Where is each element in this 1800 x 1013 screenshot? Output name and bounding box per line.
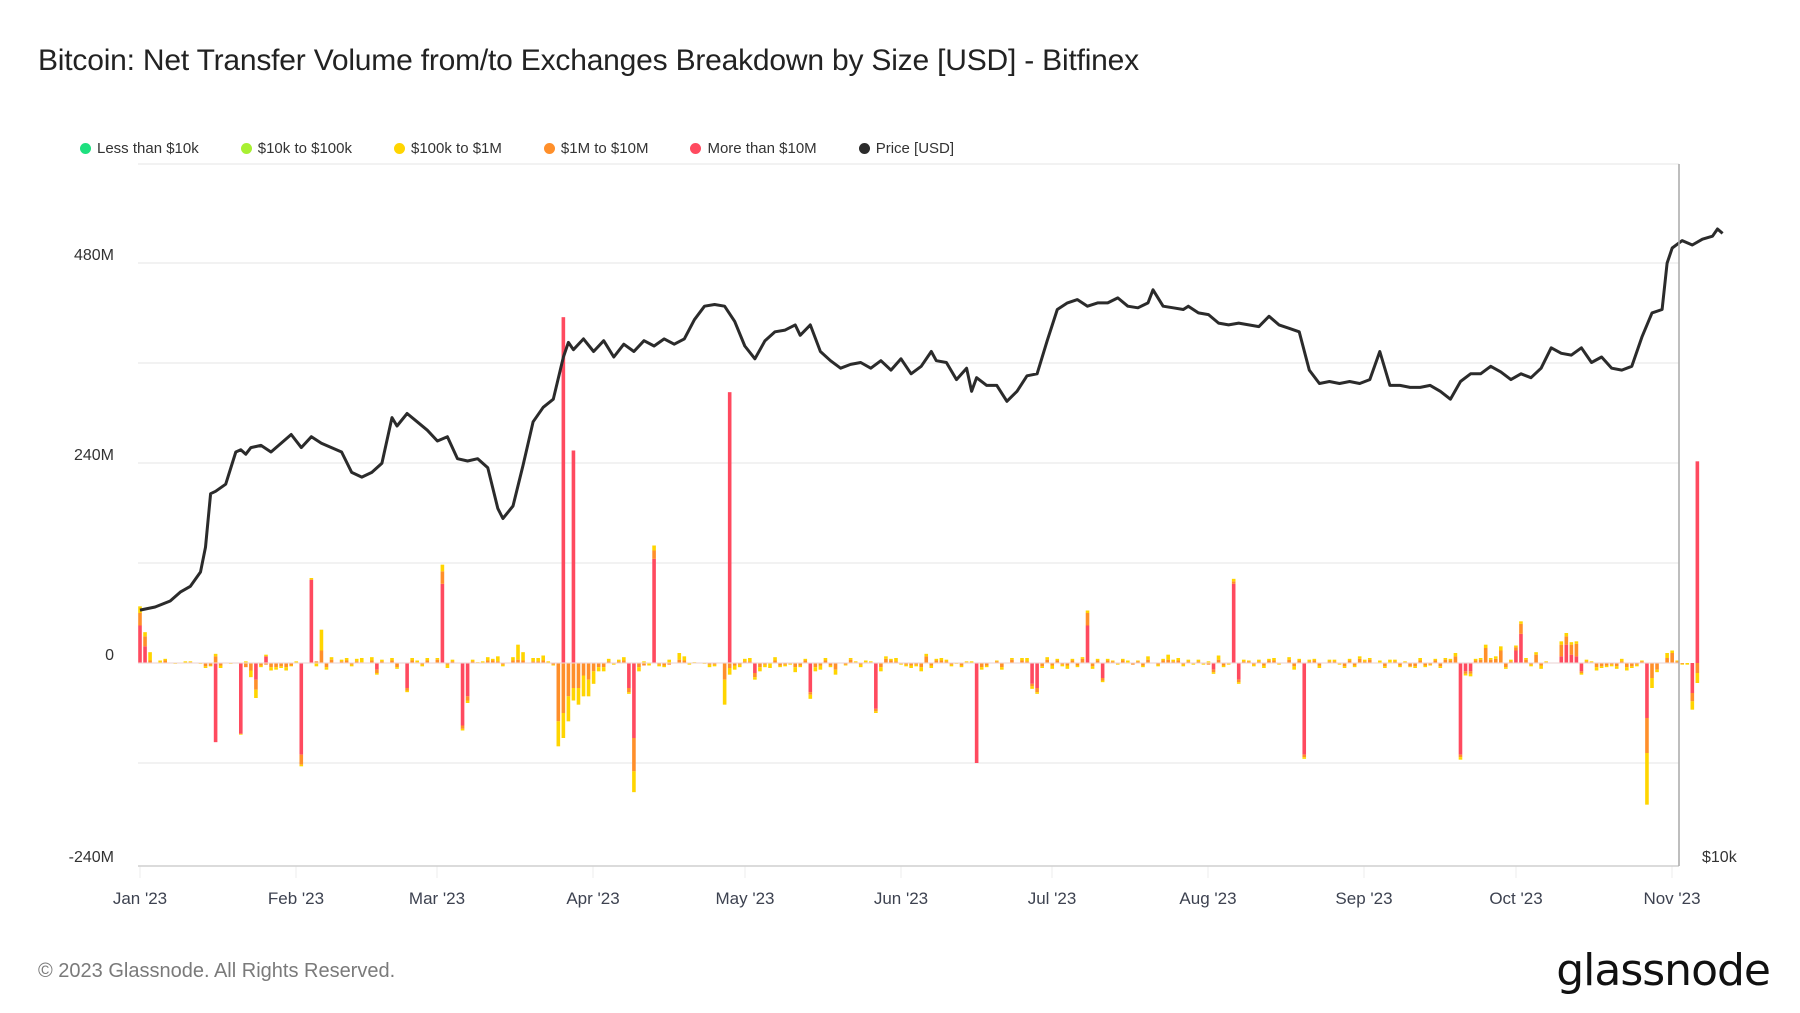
legend-dot-icon — [858, 143, 870, 154]
x-tick-mar: Mar '23 — [408, 889, 466, 908]
legend-item-less-than-10k[interactable]: Less than $10k — [80, 140, 199, 157]
x-tick-jan: Jan '23 — [112, 889, 168, 908]
legend-label: $10k to $100k — [257, 140, 352, 157]
gridlines — [138, 163, 1679, 878]
x-tick-aug: Aug '23 — [1179, 889, 1237, 908]
y-tick-0: 0 — [105, 647, 114, 664]
legend-item-10k-to-100k[interactable]: $10k to $100k — [240, 140, 352, 157]
price-line — [139, 227, 1724, 612]
volume-bars — [138, 317, 1700, 805]
legend-label: More than $10M — [707, 140, 817, 157]
glassnode-logo: glassnode — [1556, 945, 1771, 996]
x-tick-jul: Jul '23 — [1027, 889, 1077, 908]
legend-item-100k-to-1m[interactable]: $100k to $1M — [394, 140, 502, 157]
x-tick-nov: Nov '23 — [1643, 889, 1701, 908]
x-tick-oct: Oct '23 — [1489, 889, 1543, 908]
y-tick-240m: 240M — [73, 447, 114, 464]
legend-dot-icon — [690, 143, 702, 154]
legend-item-1m-to-10m[interactable]: $1M to $10M — [543, 140, 649, 157]
legend: Less than $10k $10k to $100k $100k to $1… — [80, 140, 996, 157]
legend-label: Price [USD] — [875, 140, 955, 157]
x-tick-sep: Sep '23 — [1335, 889, 1393, 908]
chart-title: Bitcoin: Net Transfer Volume from/to Exc… — [38, 44, 1139, 77]
legend-dot-icon — [543, 143, 555, 154]
y-tick-neg-240m: -240M — [68, 849, 114, 866]
legend-label: Less than $10k — [97, 140, 199, 157]
copyright-text: © 2023 Glassnode. All Rights Reserved. — [38, 960, 396, 982]
plot-frame — [138, 164, 1680, 867]
y-tick-480m: 480M — [73, 247, 114, 264]
legend-dot-icon — [394, 143, 405, 154]
legend-dot-icon — [80, 143, 91, 154]
legend-dot-icon — [240, 143, 252, 154]
y-right-tick-10k: $10k — [1702, 849, 1737, 866]
legend-label: $100k to $1M — [411, 140, 502, 157]
legend-label: $1M to $10M — [560, 140, 649, 157]
x-tick-feb: Feb '23 — [267, 889, 325, 908]
x-tick-apr: Apr '23 — [566, 889, 620, 908]
x-tick-jun: Jun '23 — [873, 889, 929, 908]
legend-item-price[interactable]: Price [USD] — [858, 140, 955, 157]
legend-item-more-than-10m[interactable]: More than $10M — [690, 140, 817, 157]
x-tick-may: May '23 — [715, 889, 775, 908]
